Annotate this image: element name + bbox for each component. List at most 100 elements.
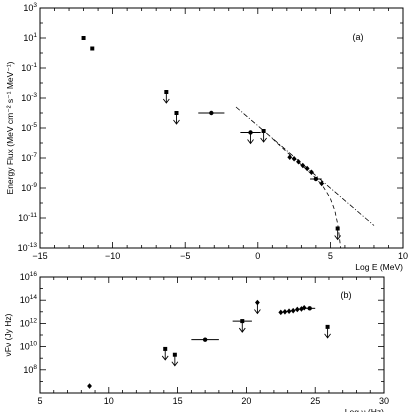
diamond-marker xyxy=(286,308,292,315)
data-point xyxy=(254,299,261,315)
y-tick-label: 1010 xyxy=(20,341,38,352)
data-point xyxy=(90,46,95,51)
panel-tag: (b) xyxy=(341,290,352,300)
y-tick-label: 10-7 xyxy=(21,152,37,163)
data-point xyxy=(260,129,267,143)
x-tick-label: 20 xyxy=(241,396,251,406)
upper-limit-arrow-head xyxy=(260,137,267,143)
upper-limit-arrow-head xyxy=(238,327,246,333)
y-tick-label: 1012 xyxy=(20,317,38,328)
x-tick-label: 30 xyxy=(379,396,389,406)
diamond-marker xyxy=(319,180,325,187)
y-tick-label: 1014 xyxy=(20,294,38,305)
data-point xyxy=(171,352,179,367)
square-marker xyxy=(335,226,340,231)
diamond-marker xyxy=(287,154,293,161)
x-tick-label: 5 xyxy=(328,251,333,261)
y-tick-label: 10-9 xyxy=(21,182,37,193)
data-point xyxy=(299,306,304,312)
square-marker xyxy=(81,36,86,40)
diamond-marker xyxy=(296,158,301,165)
data-point xyxy=(287,154,293,161)
data-point xyxy=(232,319,252,333)
x-tick-label: −15 xyxy=(32,251,47,261)
x-tick-label: 5 xyxy=(37,396,42,406)
panel-a-energy-flux: −15 −10 −5 0 5 10 10-13 10-11 10-9 10-7 10-5 10-3 10… xyxy=(5,2,408,272)
data-point xyxy=(304,306,316,311)
data-point xyxy=(282,309,288,315)
upper-limit-arrow-head xyxy=(247,139,254,145)
square-marker xyxy=(240,319,245,324)
y-tick-label: 10-1 xyxy=(21,62,37,73)
diamond-marker xyxy=(87,383,92,389)
x-tick-label: −10 xyxy=(105,251,120,261)
data-point xyxy=(191,337,219,342)
diamond-marker xyxy=(291,155,297,162)
data-point xyxy=(81,36,86,40)
square-marker xyxy=(325,324,330,329)
circle-marker xyxy=(248,130,253,135)
data-point xyxy=(296,158,301,165)
y-tick-label: 108 xyxy=(23,364,37,375)
x-axis-label: Log E (MeV) xyxy=(355,262,403,272)
diamond-marker xyxy=(282,309,288,315)
x-tick-label: 0 xyxy=(255,251,260,261)
diamond-marker xyxy=(299,306,304,312)
x-tick-label: 10 xyxy=(398,251,408,261)
upper-limit-arrow-head xyxy=(161,355,169,361)
circle-marker xyxy=(313,176,319,182)
upper-limit-arrow-head xyxy=(254,309,261,315)
square-marker xyxy=(172,352,177,357)
data-point xyxy=(173,111,180,125)
panel-tag: (a) xyxy=(353,32,364,42)
data-point xyxy=(198,110,225,116)
data-point xyxy=(301,304,307,311)
data-point xyxy=(290,307,296,314)
square-marker xyxy=(164,90,169,94)
diamond-marker xyxy=(304,165,310,172)
data-point xyxy=(334,226,342,241)
diamond-marker xyxy=(278,309,284,316)
y-tick-label: 101 xyxy=(23,32,37,43)
upper-limit-arrow-head xyxy=(324,333,331,339)
x-tick-label: −5 xyxy=(180,251,190,261)
diamond-marker xyxy=(309,169,314,176)
square-marker xyxy=(174,111,179,115)
upper-limit-arrow-head xyxy=(171,361,179,367)
circle-marker xyxy=(307,306,312,311)
data-point xyxy=(324,324,331,339)
y-tick-label: 10-11 xyxy=(18,212,37,223)
data-point xyxy=(291,155,297,162)
panel-b-nu-fnu: 5 10 15 20 25 30 108 1010 1012 1014 1016 Log ν (Hz)… xyxy=(3,271,389,412)
y-tick-label: 1016 xyxy=(20,271,38,282)
square-marker xyxy=(90,46,95,51)
y-axis-label: νFν (Jy Hz) xyxy=(3,313,13,356)
y-tick-label: 103 xyxy=(23,2,37,13)
x-tick-label: 25 xyxy=(310,396,320,406)
data-point xyxy=(294,306,300,313)
data-point xyxy=(310,176,322,182)
plot-frame xyxy=(39,7,404,249)
x-axis-label: Log ν (Hz) xyxy=(345,407,384,412)
y-axis-label: Energy Flux (MeV cm⁻² s⁻¹ MeV⁻¹) xyxy=(5,61,15,194)
y-tick-label: 10-5 xyxy=(21,122,37,133)
data-point xyxy=(304,165,310,172)
x-tick-label: 15 xyxy=(173,396,183,406)
dashed-fit-curve xyxy=(272,138,341,249)
data-point xyxy=(309,169,314,176)
y-tick-label: 10-3 xyxy=(21,92,37,103)
data-point xyxy=(286,308,292,315)
square-marker xyxy=(163,346,168,351)
data-point xyxy=(319,180,325,187)
data-point xyxy=(278,309,284,316)
circle-marker xyxy=(202,337,208,342)
data-point xyxy=(161,346,169,361)
upper-limit-arrow-head xyxy=(173,119,180,125)
square-marker xyxy=(261,129,266,133)
x-tick-label: 10 xyxy=(104,396,114,406)
data-point xyxy=(240,130,261,145)
diamond-marker xyxy=(301,304,307,311)
diamond-marker xyxy=(294,306,300,313)
y-tick-label: 10-13 xyxy=(18,242,38,253)
